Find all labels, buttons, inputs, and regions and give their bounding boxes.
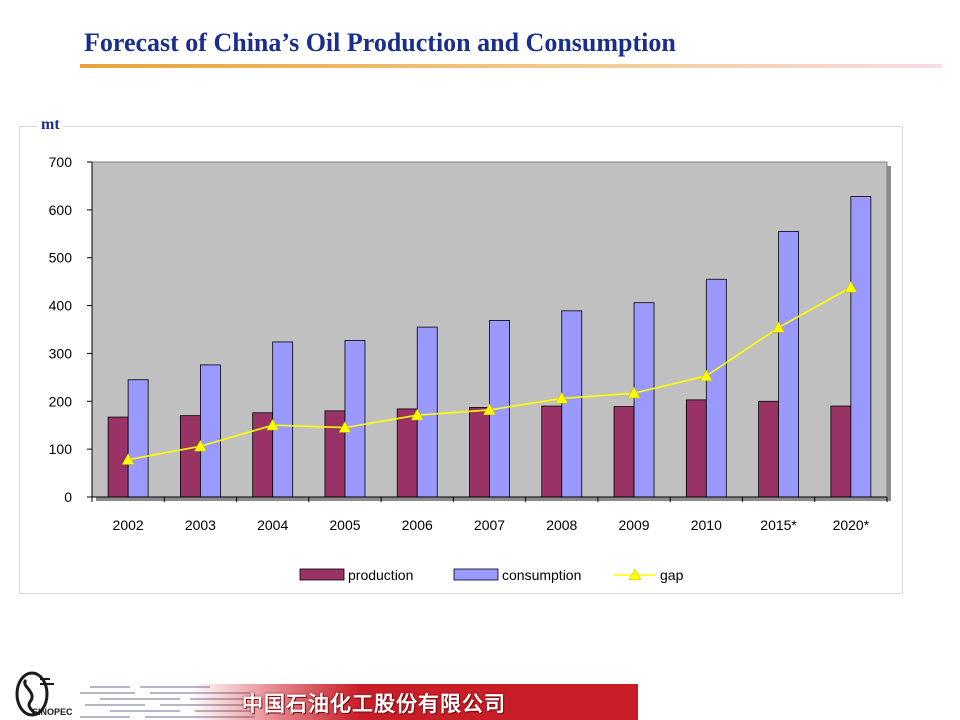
bar-production (396, 408, 418, 498)
gap-point (193, 439, 207, 452)
slide-title: Forecast of China’s Oil Production and C… (84, 28, 676, 57)
legend-swatch-consumption (453, 568, 499, 581)
bar-consumption (127, 379, 149, 498)
x-tick-label: 2003 (185, 517, 216, 533)
bar-production (613, 406, 635, 498)
bar-production (469, 407, 490, 498)
bar-consumption (778, 230, 799, 498)
footer-band (190, 684, 638, 720)
x-tick-label: 2006 (402, 517, 433, 533)
chart-frame: 0 100 200 300 400 500 600 700 2002 2003 2004 2005 20… (19, 126, 903, 594)
y-tick-label: 200 (49, 393, 73, 409)
legend-swatch-production (299, 568, 345, 581)
y-tick-label: 100 (49, 441, 73, 457)
bar-production (107, 416, 129, 498)
x-tick-label: 2004 (257, 517, 288, 533)
bar-production (180, 415, 201, 498)
bar-production (541, 405, 563, 498)
gap-point (772, 321, 786, 333)
gap-point (699, 369, 713, 381)
gap-point (121, 453, 135, 465)
x-tick-label: 2020* (833, 517, 870, 533)
y-tick-label: 0 (64, 489, 72, 505)
gap-point (483, 403, 496, 415)
bar-consumption (200, 364, 221, 498)
x-tick-label: 2009 (618, 517, 649, 533)
y-tick-label: 500 (49, 250, 73, 266)
footer: SINOPEC 中国石油化工股份有限公司 (0, 660, 960, 720)
bar-consumption (344, 340, 366, 498)
chart: 0 100 200 300 400 500 600 700 2002 2003 2004 2005 20… (49, 154, 891, 583)
bar-production (830, 405, 852, 498)
bar-consumption (416, 326, 438, 498)
logo-text: SINOPEC (32, 707, 73, 717)
x-tick-label: 2002 (113, 517, 144, 533)
y-axis-unit-label: mt (38, 116, 63, 134)
legend-label-production: production (348, 567, 413, 583)
x-tick-label: 2015* (760, 517, 797, 533)
y-tick-label: 600 (49, 202, 73, 218)
gap-point (338, 421, 352, 433)
x-tick-label: 2005 (329, 517, 360, 533)
legend-marker-gap (628, 568, 642, 581)
bar-production (758, 400, 779, 498)
y-tick-label: 700 (49, 154, 73, 170)
bar-consumption (850, 196, 872, 498)
bar-consumption (633, 302, 655, 498)
bar-consumption (705, 278, 727, 498)
company-name: 中国石油化工股份有限公司 (242, 692, 506, 716)
x-tick-label: 2007 (474, 517, 505, 533)
legend-label-consumption: consumption (502, 567, 581, 583)
gap-point (844, 280, 858, 293)
y-tick-label: 300 (49, 345, 73, 361)
bar-production (324, 410, 346, 498)
gap-point (555, 391, 569, 404)
legend-label-gap: gap (660, 567, 684, 583)
bar-consumption (272, 341, 294, 498)
sinopec-logo-icon: SINOPEC (15, 671, 73, 717)
bar-production (685, 399, 707, 498)
gap-point (627, 386, 641, 399)
gap-point (410, 408, 424, 421)
title-underline (80, 64, 942, 68)
bar-consumption (561, 310, 583, 498)
gap-point (266, 418, 280, 431)
x-tick-label: 2010 (691, 517, 722, 533)
y-tick-label: 400 (49, 298, 73, 314)
x-tick-label: 2008 (546, 517, 577, 533)
